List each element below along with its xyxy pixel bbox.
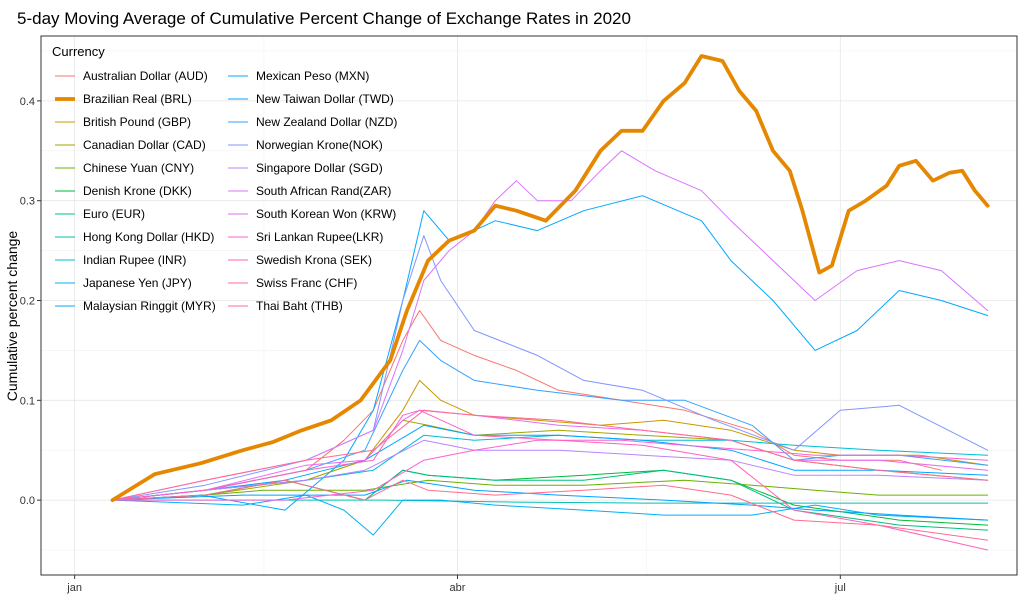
y-tick-label: 0.2: [20, 296, 35, 308]
series-lines: [110, 54, 990, 551]
legend-title: Currency: [52, 44, 105, 59]
legend-label-south-african-rand-zar: South African Rand(ZAR): [256, 184, 391, 198]
legend-label-swiss-franc-chf: Swiss Franc (CHF): [256, 276, 357, 290]
legend-label-sri-lankan-rupee-lkr: Sri Lankan Rupee(LKR): [256, 230, 383, 244]
legend-label-south-korean-won-krw: South Korean Won (KRW): [256, 207, 396, 221]
series-line-new-taiwan-dollar-twd: [112, 479, 989, 521]
series-line-japanese-yen-jpy: [112, 494, 989, 536]
y-tick-label: 0.4: [20, 96, 35, 108]
x-tick-label-abr: abr: [450, 582, 466, 594]
series-line-singapore-dollar-sgd: [112, 439, 989, 501]
plot-panel: [40, 35, 1018, 576]
legend-label-australian-dollar-aud: Australian Dollar (AUD): [83, 69, 208, 83]
legend-label-new-zealand-dollar-nzd: New Zealand Dollar (NZD): [256, 115, 397, 129]
series-line-south-african-rand-zar: [112, 150, 989, 501]
series-line-brazilian-real-brl: [110, 54, 990, 503]
legend-label-indian-rupee-inr: Indian Rupee (INR): [83, 253, 186, 267]
legend-label-swedish-krona-sek: Swedish Krona (SEK): [256, 253, 372, 267]
y-axis: 0.0 0.1 0.2 0.3 0.4: [20, 96, 41, 507]
series-line-australian-dollar-aud: [112, 310, 942, 501]
series-line-new-zealand-dollar-nzd: [112, 339, 989, 501]
legend-label-singapore-dollar-sgd: Singapore Dollar (SGD): [256, 161, 383, 175]
x-tick-label-jul: jul: [834, 582, 846, 594]
legend-label-japanese-yen-jpy: Japanese Yen (JPY): [83, 276, 192, 290]
series-line-mexican-peso-mxn: [112, 195, 989, 511]
y-axis-title: Cumulative percent change: [4, 231, 20, 402]
series-line-swedish-krona-sek: [112, 409, 989, 551]
legend-label-british-pound-gbp: British Pound (GBP): [83, 115, 191, 129]
series-line-sri-lankan-rupee-lkr: [112, 439, 989, 501]
legend-items: Australian Dollar (AUD) Brazilian Real (B…: [55, 69, 397, 313]
legend-label-hong-kong-dollar-hkd: Hong Kong Dollar (HKD): [83, 230, 214, 244]
legend-label-norwegian-krone-nok: Norwegian Krone(NOK): [256, 138, 383, 152]
series-line-thai-baht-thb: [112, 409, 989, 501]
series-line-swiss-franc-chf: [112, 479, 989, 541]
legend-label-mexican-peso-mxn: Mexican Peso (MXN): [256, 69, 369, 83]
legend-label-euro-eur: Euro (EUR): [83, 207, 145, 221]
legend-label-thai-baht-thb: Thai Baht (THB): [256, 299, 343, 313]
chart-title: 5-day Moving Average of Cumulative Perce…: [17, 9, 631, 28]
legend-label-chinese-yuan-cny: Chinese Yuan (CNY): [83, 161, 194, 175]
x-axis: jan abr jul: [66, 575, 846, 594]
legend-label-new-taiwan-dollar-twd: New Taiwan Dollar (TWD): [256, 92, 394, 106]
legend: Currency Australian Dollar (AUD) Brazilia…: [52, 44, 397, 313]
series-line-malaysian-ringgit-myr: [112, 424, 989, 501]
legend-label-canadian-dollar-cad: Canadian Dollar (CAD): [83, 138, 206, 152]
legend-label-brazilian-real-brl: Brazilian Real (BRL): [83, 92, 192, 106]
y-tick-label: 0.1: [20, 395, 35, 407]
legend-label-malaysian-ringgit-myr: Malaysian Ringgit (MYR): [83, 299, 216, 313]
y-tick-label: 0.3: [20, 196, 35, 208]
x-tick-label-jan: jan: [66, 582, 82, 594]
panel-border: [40, 35, 1018, 576]
series-line-denish-krone-dkk: [112, 469, 989, 526]
y-tick-label: 0.0: [20, 495, 35, 507]
legend-label-denish-krone-dkk: Denish Krone (DKK): [83, 184, 192, 198]
series-line-chinese-yuan-cny: [112, 479, 989, 501]
